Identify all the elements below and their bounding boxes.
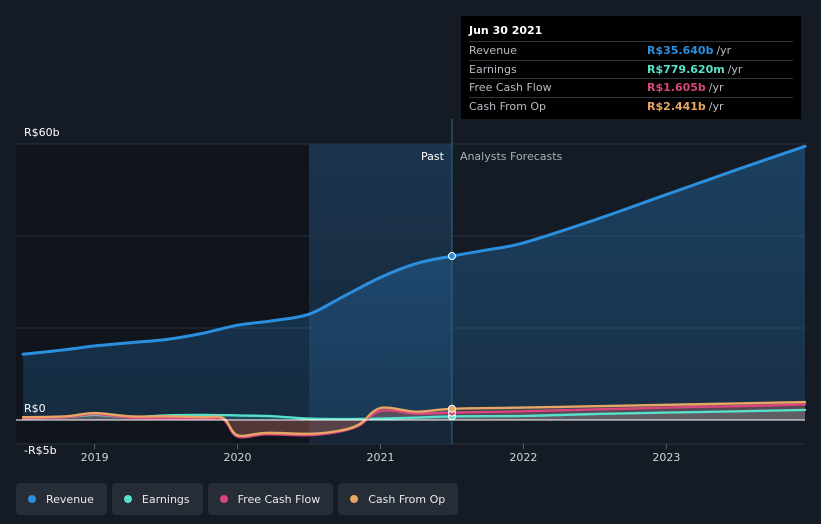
- hover-markers: [447, 252, 456, 421]
- y-tick-label: R$60b: [24, 126, 60, 139]
- x-tick-label: 2023: [652, 451, 680, 464]
- tooltip-label: Earnings: [469, 62, 517, 76]
- area-cash-from-op: [23, 402, 806, 436]
- line-revenue: [21, 144, 807, 356]
- y-tick-label: -R$5b: [24, 444, 57, 457]
- legend-item-free-cash-flow[interactable]: Free Cash Flow: [207, 483, 334, 515]
- tooltip-label: Cash From Op: [469, 99, 547, 113]
- legend-dot-icon: [123, 495, 132, 503]
- tooltip-unit: /yr: [727, 62, 743, 76]
- x-tick-label: 2021: [366, 451, 394, 464]
- tooltip-date: Jun 30 2021: [469, 24, 543, 37]
- marker-cash-from-op: [447, 404, 456, 413]
- legend-label: Free Cash Flow: [237, 492, 321, 506]
- tooltip-value: R$2.441b: [647, 99, 706, 113]
- tooltip-unit: /yr: [708, 81, 724, 94]
- past-label: Past: [421, 150, 445, 163]
- legend-dot-icon: [219, 495, 228, 503]
- tooltip-value: R$35.640b: [647, 44, 714, 57]
- legend-dot-icon: [28, 495, 36, 503]
- tooltip-unit: /yr: [716, 44, 732, 57]
- y-tick-label: R$0: [24, 402, 46, 415]
- series-lines: [21, 144, 807, 439]
- tooltip-unit: /yr: [708, 99, 724, 113]
- legend: Revenue Earnings Free Cash Flow Cash Fro…: [16, 483, 463, 515]
- tooltip-row-revenue: Revenue R$35.640b /yr: [469, 41, 793, 60]
- x-tick-label: 2022: [509, 451, 537, 464]
- area-revenue: [23, 146, 806, 421]
- legend-dot-icon: [350, 495, 359, 503]
- legend-label: Earnings: [141, 492, 190, 506]
- x-tick-label: 2020: [224, 451, 252, 464]
- forecast-label: Analysts Forecasts: [460, 150, 563, 163]
- legend-label: Revenue: [46, 492, 94, 506]
- y-axis-labels: R$60b R$0 -R$5b: [24, 126, 60, 457]
- marker-revenue: [447, 252, 456, 261]
- tooltip-label: Free Cash Flow: [469, 81, 552, 94]
- tooltip-row-earnings: Earnings R$779.620m /yr: [469, 59, 793, 79]
- tooltip-value: R$1.605b: [647, 81, 706, 94]
- line-cash-from-op: [21, 400, 807, 438]
- tooltip-row-cash-from-op: Cash From Op R$2.441b /yr: [469, 96, 793, 116]
- legend-item-earnings[interactable]: Earnings: [111, 483, 203, 515]
- tooltip-row-free-cash-flow: Free Cash Flow R$1.605b /yr: [469, 78, 793, 97]
- tooltip: Jun 30 2021 Revenue R$35.640b /yr Earnin…: [461, 16, 801, 119]
- x-axis-labels: 2019 2020 2021 2022 2023: [81, 444, 680, 464]
- tooltip-label: Revenue: [469, 44, 517, 57]
- legend-item-cash-from-op[interactable]: Cash From Op: [338, 483, 459, 515]
- x-tick-label: 2019: [81, 451, 109, 464]
- tooltip-value: R$779.620m: [647, 62, 725, 76]
- legend-item-revenue[interactable]: Revenue: [16, 483, 107, 515]
- legend-label: Cash From Op: [368, 492, 446, 506]
